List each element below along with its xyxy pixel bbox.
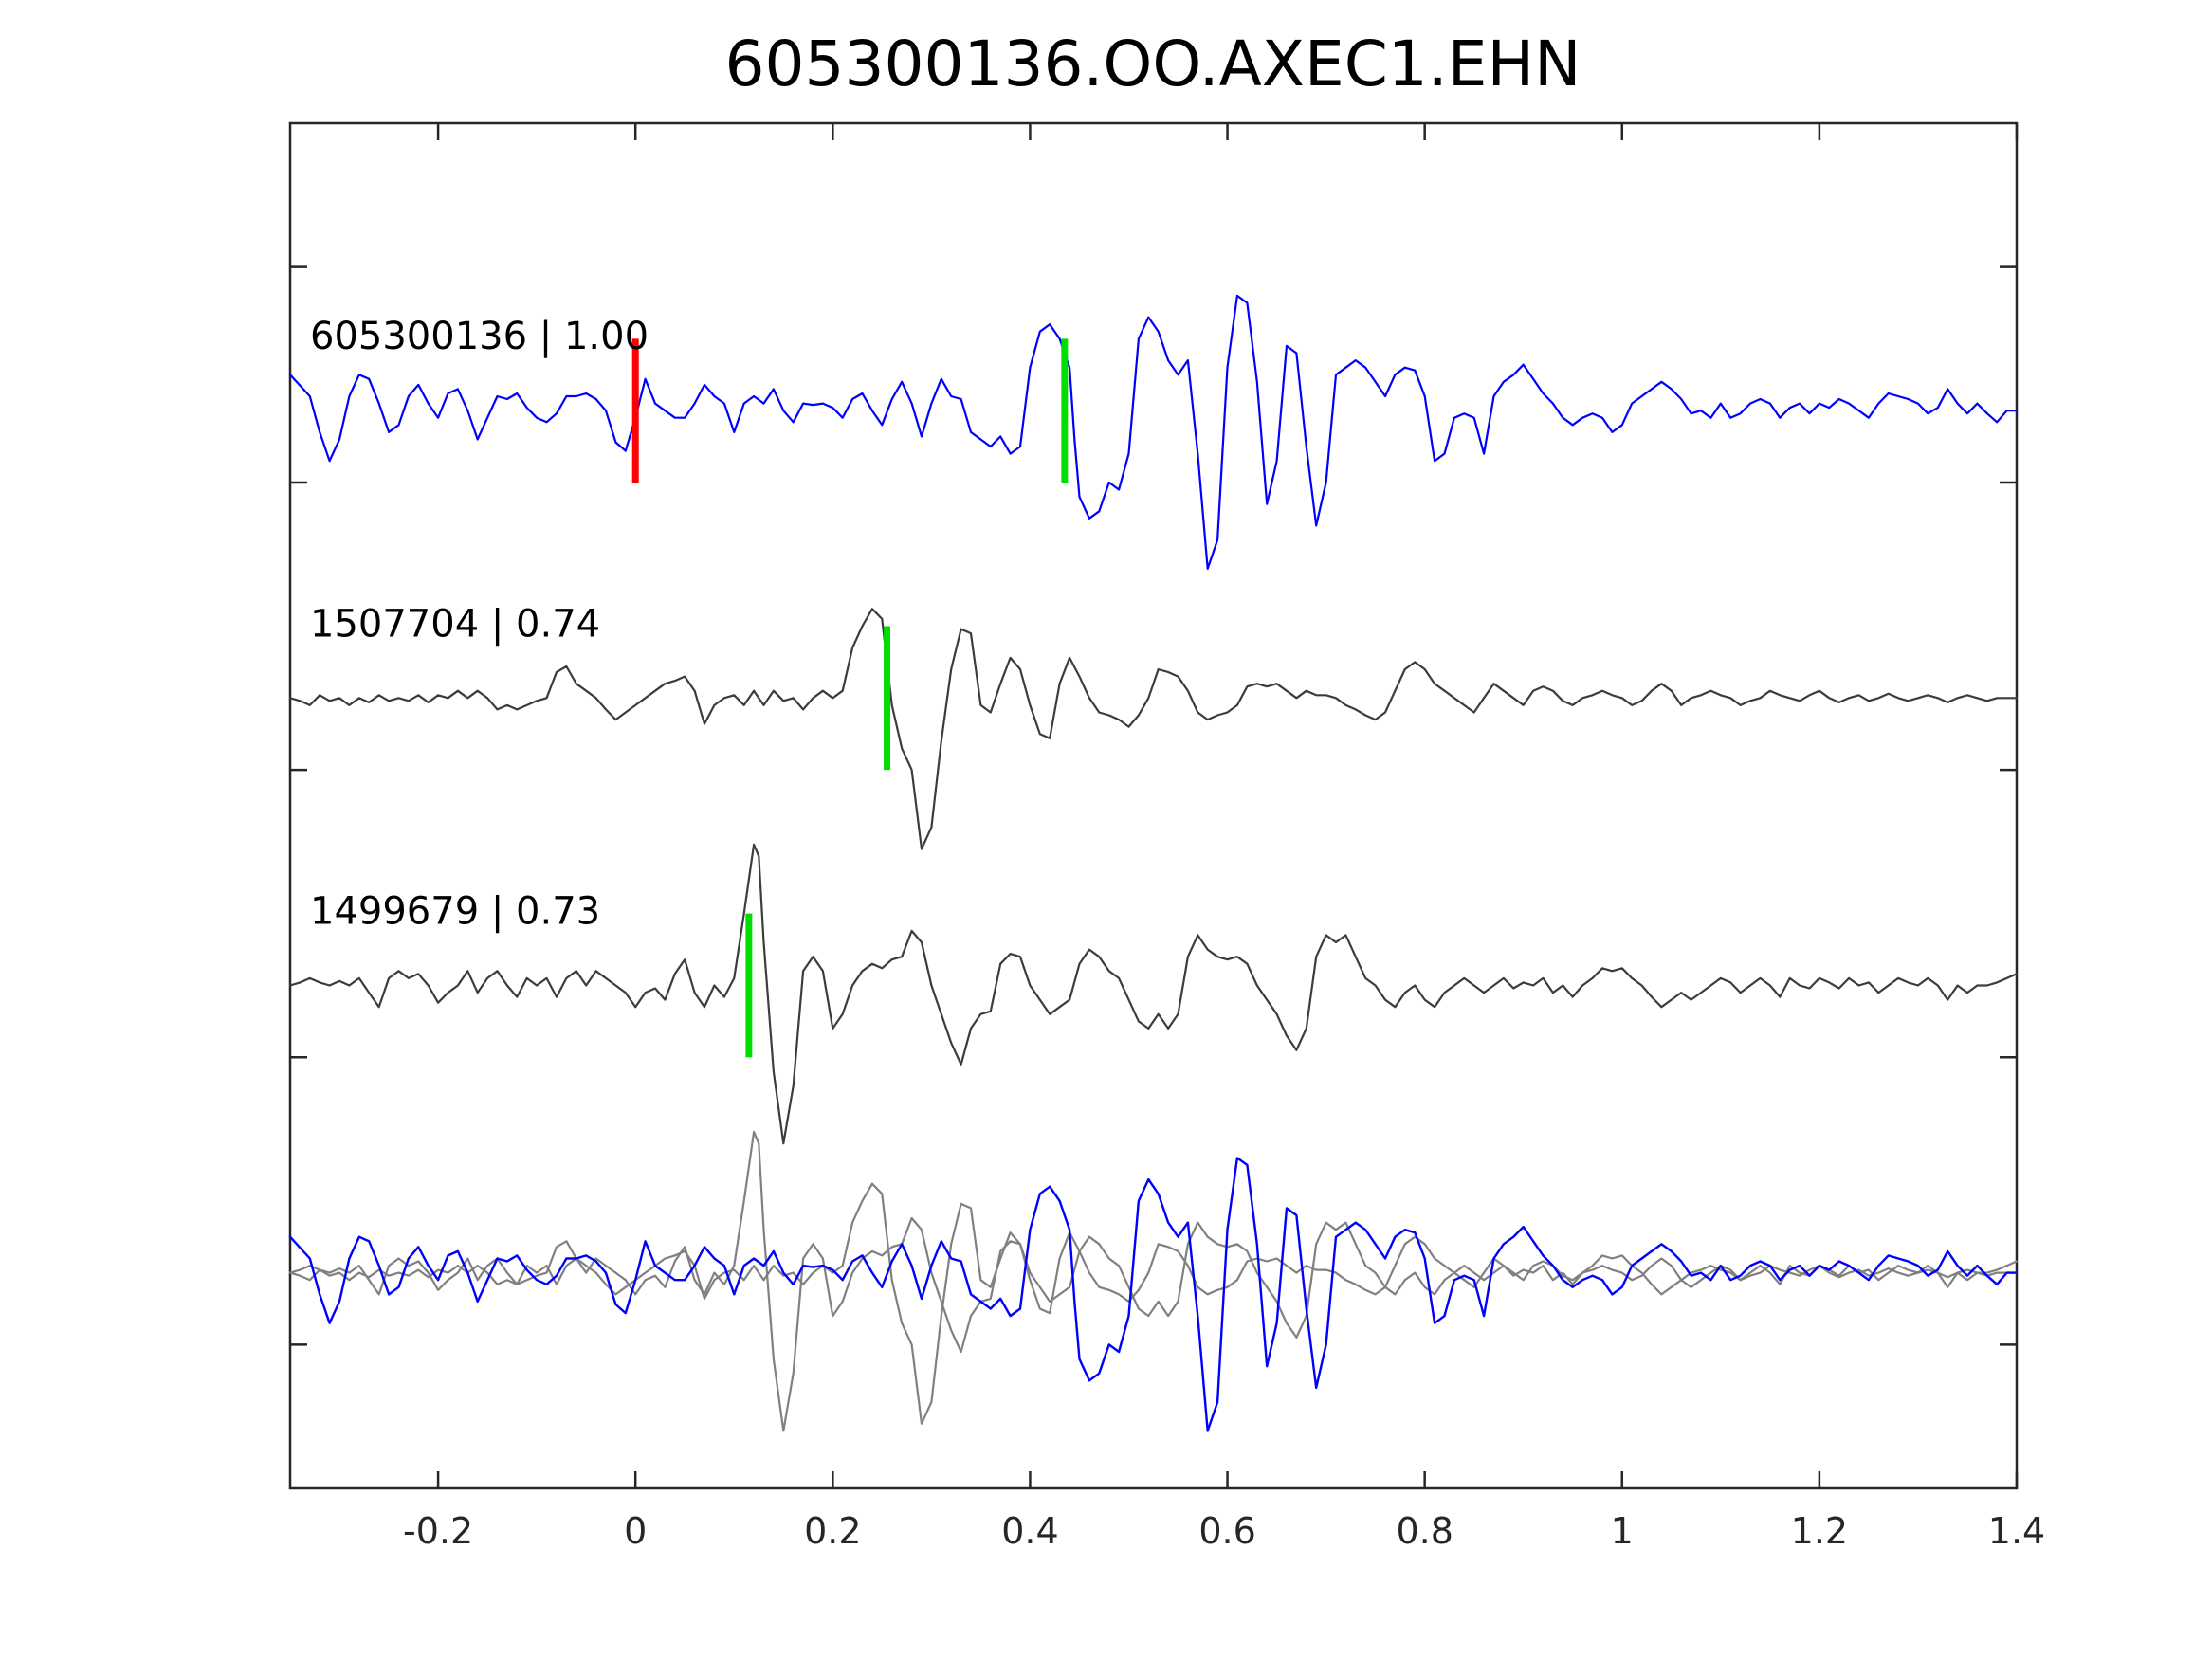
x-tick-label: 0.4	[1001, 1510, 1058, 1552]
trace-label-1499679: 1499679 | 0.73	[310, 889, 600, 933]
axes-frame	[288, 121, 2019, 1490]
stack-trace-605300136	[288, 1157, 2019, 1432]
phase-picks	[631, 338, 1069, 1058]
trace-label-1507704: 1507704 | 0.74	[310, 602, 600, 646]
x-tick-label: -0.2	[403, 1510, 473, 1552]
trace-line-1507704	[288, 608, 2019, 850]
trace-labels: 605300136 | 1.00 1507704 | 0.74 1499679 | …	[310, 315, 649, 933]
x-tick-label: 0	[624, 1510, 647, 1552]
x-tick-label: 0.8	[1396, 1510, 1453, 1552]
axis-ticks	[290, 123, 2019, 1488]
x-tick-label: 1.4	[1988, 1510, 2045, 1552]
x-tick-labels: -0.2 0 0.2 0.4 0.6 0.8 1 1.2 1.4	[403, 1510, 2045, 1552]
trace-line-605300136	[288, 294, 2019, 570]
waveform-traces	[288, 294, 2019, 1432]
trace-label-605300136: 605300136 | 1.00	[310, 315, 649, 358]
stack-trace-1499679	[288, 1131, 2019, 1432]
trace-line-1499679	[288, 843, 2019, 1145]
x-tick-label: 1.2	[1791, 1510, 1848, 1552]
x-tick-label: 0.2	[804, 1510, 861, 1552]
chart-title: 605300136.OO.AXEC1.EHN	[725, 27, 1581, 100]
x-tick-label: 0.6	[1198, 1510, 1255, 1552]
x-tick-label: 1	[1611, 1510, 1634, 1552]
